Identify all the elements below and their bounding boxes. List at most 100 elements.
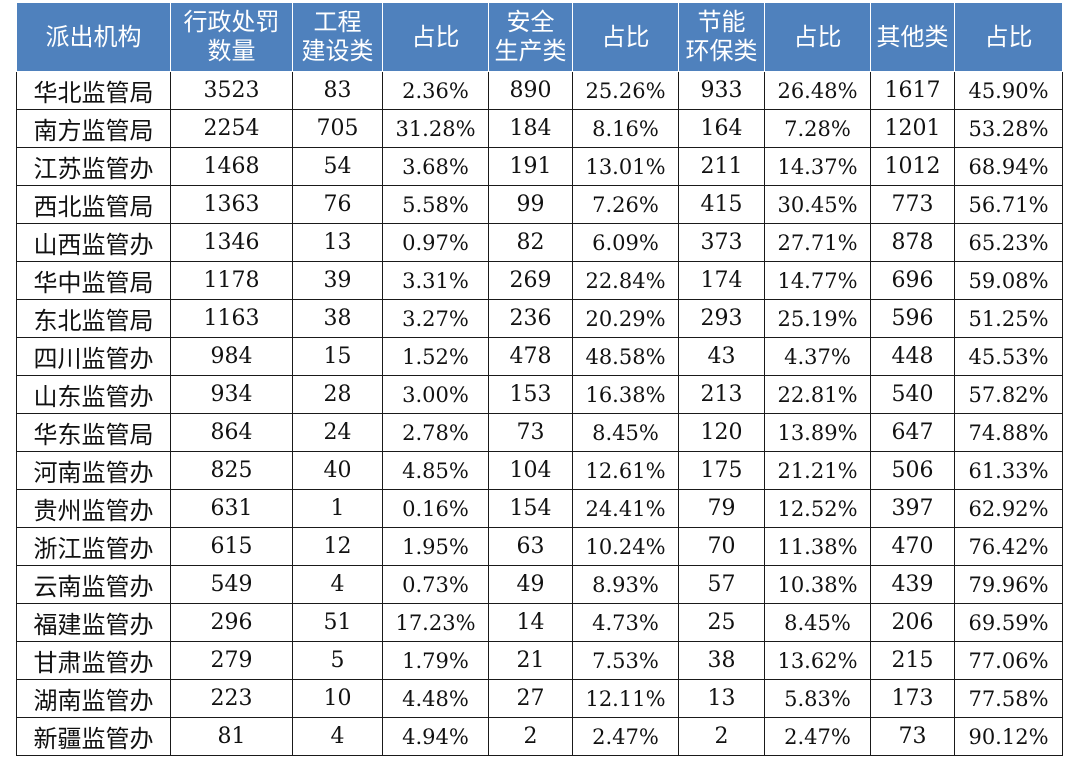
agency-name-cell: 福建监管办	[16, 603, 171, 642]
engineering-count-cell: 54	[292, 147, 383, 186]
safety-share-cell: 24.41%	[572, 489, 679, 528]
other-count-cell: 1012	[870, 147, 955, 186]
penalty-count-cell: 549	[170, 565, 293, 604]
engineering-share-cell: 2.78%	[382, 413, 489, 452]
other-share-cell: 77.58%	[954, 679, 1063, 718]
header-safety-share-line: 占比	[601, 22, 650, 51]
header-safety-line: 安全	[506, 8, 555, 36]
agency-name-cell: 华北监管局	[16, 71, 171, 110]
agency-name-cell: 湖南监管办	[16, 679, 171, 718]
energy-env-count-cell: 415	[678, 185, 765, 224]
safety-share-cell: 13.01%	[572, 147, 679, 186]
other-share-cell: 79.96%	[954, 565, 1063, 604]
header-engineering: 工程 建设类	[292, 2, 383, 72]
header-other-line: 其他类	[876, 22, 949, 51]
engineering-share-cell: 3.68%	[382, 147, 489, 186]
table-body: 华北监管局 3523 83 2.36% 890 25.26% 933 26.48% 1617 45…	[16, 71, 1063, 756]
safety-share-cell: 12.11%	[572, 679, 679, 718]
engineering-count-cell: 705	[292, 109, 383, 148]
safety-count-cell: 890	[488, 71, 573, 110]
other-share-cell: 59.08%	[954, 261, 1063, 300]
header-other-share: 占比	[954, 2, 1063, 72]
engineering-count-cell: 38	[292, 299, 383, 338]
header-row: 派出机构 行政处罚 数量 工程 建设类 占比 安全 生产类 占比 节能 环保类 占比 其他类 占比	[16, 2, 1063, 72]
energy-env-share-cell: 12.52%	[764, 489, 871, 528]
other-count-cell: 173	[870, 679, 955, 718]
table-header: 派出机构 行政处罚 数量 工程 建设类 占比 安全 生产类 占比 节能 环保类 占比 其他类 占比	[16, 2, 1063, 72]
table-row: 江苏监管办 1468 54 3.68% 191 13.01% 211 14.37% 1012 68…	[16, 147, 1063, 186]
safety-count-cell: 269	[488, 261, 573, 300]
energy-env-count-cell: 373	[678, 223, 765, 262]
energy-env-share-cell: 27.71%	[764, 223, 871, 262]
penalty-count-cell: 934	[170, 375, 293, 414]
engineering-share-cell: 2.36%	[382, 71, 489, 110]
engineering-count-cell: 1	[292, 489, 383, 528]
energy-env-count-cell: 933	[678, 71, 765, 110]
energy-env-share-cell: 21.21%	[764, 451, 871, 490]
header-safety-share: 占比	[572, 2, 679, 72]
engineering-share-cell: 1.52%	[382, 337, 489, 376]
agency-name-cell: 河南监管办	[16, 451, 171, 490]
agency-name-cell: 四川监管办	[16, 337, 171, 376]
engineering-count-cell: 76	[292, 185, 383, 224]
penalty-statistics-table: 派出机构 行政处罚 数量 工程 建设类 占比 安全 生产类 占比 节能 环保类 占比 其他类 占比 华北监…	[16, 2, 1063, 756]
header-energy-env-share-line: 占比	[793, 22, 842, 51]
penalty-count-cell: 615	[170, 527, 293, 566]
engineering-count-cell: 10	[292, 679, 383, 718]
other-share-cell: 61.33%	[954, 451, 1063, 490]
table-row: 甘肃监管办 279 5 1.79% 21 7.53% 38 13.62% 215 77.06%	[16, 641, 1063, 680]
header-agency-line: 派出机构	[45, 22, 142, 51]
other-count-cell: 439	[870, 565, 955, 604]
energy-env-share-cell: 8.45%	[764, 603, 871, 642]
energy-env-count-cell: 43	[678, 337, 765, 376]
agency-name-cell: 山西监管办	[16, 223, 171, 262]
other-share-cell: 74.88%	[954, 413, 1063, 452]
penalty-count-cell: 2254	[170, 109, 293, 148]
engineering-share-cell: 0.97%	[382, 223, 489, 262]
table-row: 华北监管局 3523 83 2.36% 890 25.26% 933 26.48% 1617 45…	[16, 71, 1063, 110]
safety-share-cell: 7.53%	[572, 641, 679, 680]
engineering-share-cell: 31.28%	[382, 109, 489, 148]
penalty-count-cell: 223	[170, 679, 293, 718]
penalty-count-cell: 1363	[170, 185, 293, 224]
safety-share-cell: 10.24%	[572, 527, 679, 566]
table-row: 西北监管局 1363 76 5.58% 99 7.26% 415 30.45% 773 56.71…	[16, 185, 1063, 224]
energy-env-share-cell: 13.62%	[764, 641, 871, 680]
other-count-cell: 448	[870, 337, 955, 376]
engineering-count-cell: 15	[292, 337, 383, 376]
energy-env-count-cell: 213	[678, 375, 765, 414]
engineering-count-cell: 12	[292, 527, 383, 566]
engineering-share-cell: 3.27%	[382, 299, 489, 338]
engineering-count-cell: 83	[292, 71, 383, 110]
energy-env-share-cell: 7.28%	[764, 109, 871, 148]
agency-name-cell: 甘肃监管办	[16, 641, 171, 680]
engineering-share-cell: 4.85%	[382, 451, 489, 490]
safety-count-cell: 153	[488, 375, 573, 414]
energy-env-count-cell: 13	[678, 679, 765, 718]
table-row: 华中监管局 1178 39 3.31% 269 22.84% 174 14.77% 696 59.…	[16, 261, 1063, 300]
agency-name-cell: 江苏监管办	[16, 147, 171, 186]
other-share-cell: 45.53%	[954, 337, 1063, 376]
energy-env-share-cell: 13.89%	[764, 413, 871, 452]
safety-share-cell: 2.47%	[572, 717, 679, 756]
engineering-share-cell: 5.58%	[382, 185, 489, 224]
other-share-cell: 68.94%	[954, 147, 1063, 186]
table-row: 华东监管局 864 24 2.78% 73 8.45% 120 13.89% 647 74.88%	[16, 413, 1063, 452]
other-share-cell: 76.42%	[954, 527, 1063, 566]
table-row: 福建监管办 296 51 17.23% 14 4.73% 25 8.45% 206 69.59%	[16, 603, 1063, 642]
agency-name-cell: 贵州监管办	[16, 489, 171, 528]
header-penalty-count: 行政处罚 数量	[170, 2, 293, 72]
energy-env-count-cell: 79	[678, 489, 765, 528]
other-count-cell: 1617	[870, 71, 955, 110]
energy-env-share-cell: 4.37%	[764, 337, 871, 376]
safety-share-cell: 7.26%	[572, 185, 679, 224]
table-row: 四川监管办 984 15 1.52% 478 48.58% 43 4.37% 448 45.53%	[16, 337, 1063, 376]
energy-env-share-cell: 26.48%	[764, 71, 871, 110]
header-engineering-line: 工程	[313, 8, 362, 36]
other-count-cell: 397	[870, 489, 955, 528]
energy-env-count-cell: 175	[678, 451, 765, 490]
safety-count-cell: 49	[488, 565, 573, 604]
other-share-cell: 62.92%	[954, 489, 1063, 528]
other-share-cell: 45.90%	[954, 71, 1063, 110]
engineering-share-cell: 3.00%	[382, 375, 489, 414]
